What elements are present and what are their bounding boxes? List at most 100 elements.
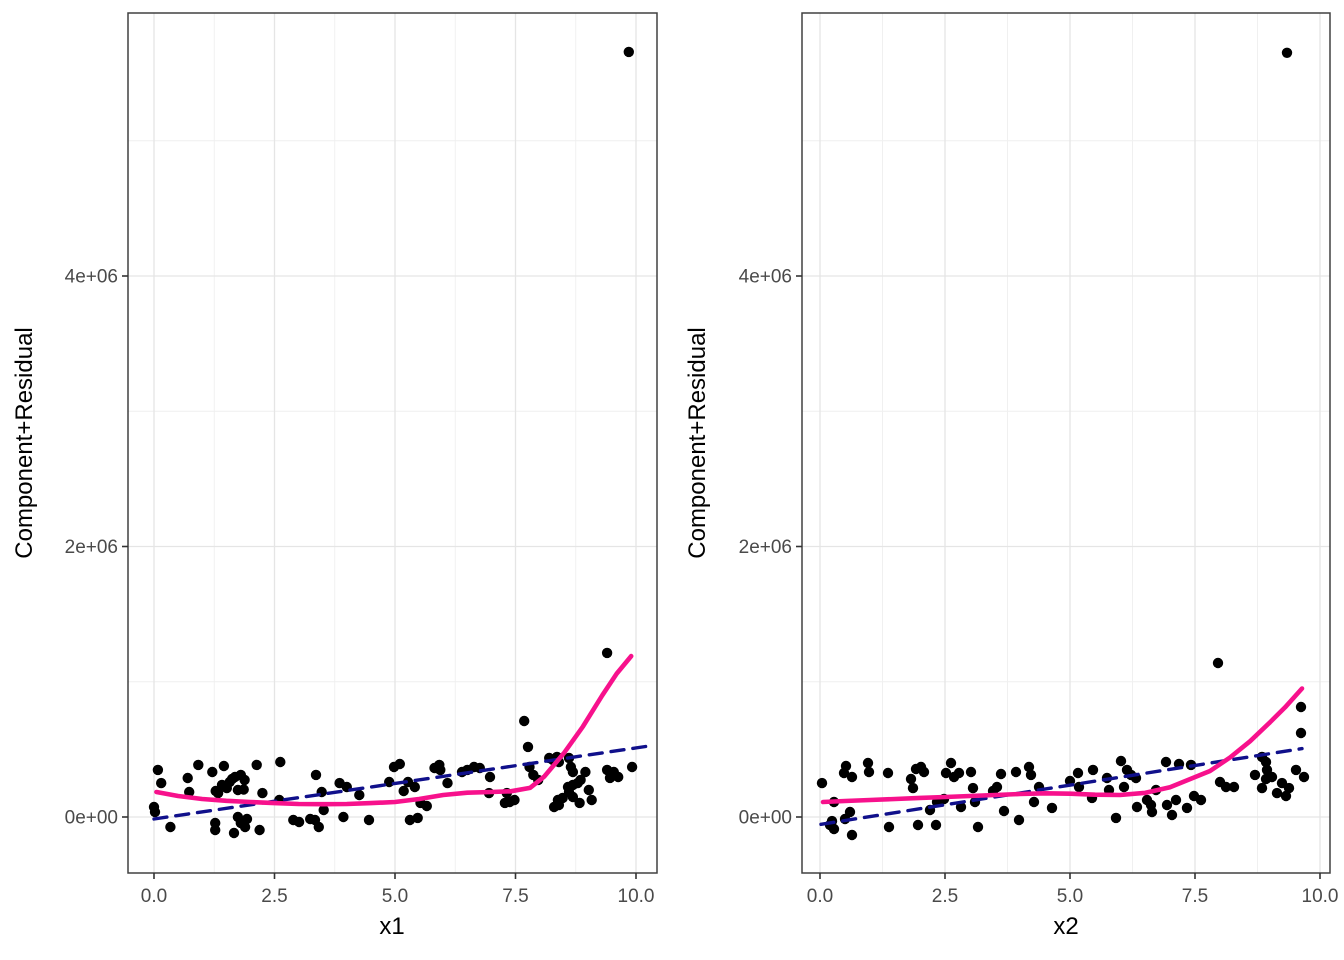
data-point xyxy=(1023,761,1035,773)
data-point xyxy=(1072,767,1084,779)
data-point xyxy=(613,771,624,783)
data-point xyxy=(182,772,193,784)
data-point xyxy=(239,774,250,786)
data-point xyxy=(883,821,895,833)
data-point xyxy=(574,797,585,809)
data-point xyxy=(882,767,894,779)
data-point xyxy=(1118,781,1130,793)
data-point xyxy=(254,824,265,836)
panel-border xyxy=(127,12,658,874)
data-point xyxy=(1220,781,1232,793)
x-tick-label: 2.5 xyxy=(261,886,287,907)
data-point xyxy=(567,766,579,778)
loess-smooth-line xyxy=(820,686,1305,805)
data-point xyxy=(1271,787,1283,799)
data-point xyxy=(1181,802,1193,814)
data-point xyxy=(1160,756,1172,768)
data-point xyxy=(318,804,329,816)
y-tick-label: 4e+06 xyxy=(65,267,118,288)
data-point xyxy=(601,647,613,659)
data-point xyxy=(967,782,979,794)
data-point xyxy=(816,777,828,789)
data-point xyxy=(844,806,856,818)
data-point xyxy=(1283,782,1295,794)
data-point xyxy=(1256,782,1268,794)
data-point xyxy=(251,759,262,771)
data-point xyxy=(567,791,579,803)
data-point xyxy=(519,715,530,727)
data-point xyxy=(1170,794,1182,806)
data-point xyxy=(1281,47,1293,58)
loess-smooth-line xyxy=(154,653,634,807)
data-point xyxy=(548,801,560,813)
data-point xyxy=(828,823,840,835)
data-point xyxy=(1131,801,1143,813)
data-point xyxy=(623,46,634,58)
data-point xyxy=(863,766,875,778)
data-point xyxy=(940,767,952,779)
data-point xyxy=(394,758,405,770)
data-point xyxy=(918,766,930,778)
x-tick-label: 5.0 xyxy=(382,886,408,907)
data-point xyxy=(409,781,420,793)
data-point xyxy=(239,821,251,833)
y-axis-title-left: Component+Residual xyxy=(11,327,38,558)
panel-x2: 0.0 2.5 5.0 7.5 10.0 0e+00 2e+06 4e+06 xyxy=(739,12,1339,907)
data-point xyxy=(442,777,453,789)
data-point xyxy=(1280,790,1292,802)
data-point xyxy=(435,764,446,776)
data-point xyxy=(156,777,167,789)
data-point xyxy=(912,819,924,831)
panel-border xyxy=(801,12,1331,874)
data-point xyxy=(212,787,224,799)
data-point xyxy=(930,819,942,831)
data-point xyxy=(484,771,496,783)
data-point xyxy=(1166,809,1178,821)
data-point xyxy=(363,814,375,826)
data-point xyxy=(184,786,195,798)
data-point xyxy=(965,766,977,778)
data-point xyxy=(228,827,240,839)
x-tick-label: 7.5 xyxy=(502,886,528,907)
data-point xyxy=(275,756,286,768)
data-point xyxy=(1087,764,1099,776)
data-point xyxy=(509,794,520,806)
data-point xyxy=(1046,802,1058,814)
x-tick-label: 10.0 xyxy=(1302,886,1339,907)
data-point xyxy=(972,821,984,833)
data-point xyxy=(1212,657,1224,669)
x-tick-label: 10.0 xyxy=(618,886,655,907)
data-point xyxy=(210,824,221,836)
data-point xyxy=(955,801,967,813)
data-point xyxy=(1298,771,1310,783)
data-point xyxy=(945,757,957,769)
data-point xyxy=(862,757,874,769)
data-point xyxy=(907,782,919,794)
data-point xyxy=(905,773,917,785)
data-point xyxy=(1295,701,1307,713)
data-point xyxy=(207,766,218,778)
panel-x1: 0.0 2.5 5.0 7.5 10.0 0e+00 2e+06 4e+06 xyxy=(65,12,658,907)
data-point xyxy=(257,787,268,799)
y-tick-label: 0e+00 xyxy=(65,808,118,829)
data-point xyxy=(1010,766,1022,778)
data-point xyxy=(580,766,591,778)
data-point xyxy=(840,760,852,772)
data-point xyxy=(991,781,1003,793)
data-point xyxy=(586,794,597,806)
data-point xyxy=(583,784,594,796)
data-point xyxy=(1013,814,1025,826)
data-point xyxy=(1295,727,1307,739)
y-tick-label: 0e+00 xyxy=(739,808,792,829)
x-tick-label: 0.0 xyxy=(141,886,167,907)
data-point xyxy=(193,759,204,771)
x-axis-title-left: x1 xyxy=(379,913,404,940)
y-tick-label: 2e+06 xyxy=(739,537,792,558)
data-point xyxy=(846,829,858,841)
y-axis-title-right: Component+Residual xyxy=(684,327,711,558)
data-point xyxy=(522,741,534,753)
scatter-series xyxy=(148,46,638,839)
data-point xyxy=(1249,769,1261,781)
